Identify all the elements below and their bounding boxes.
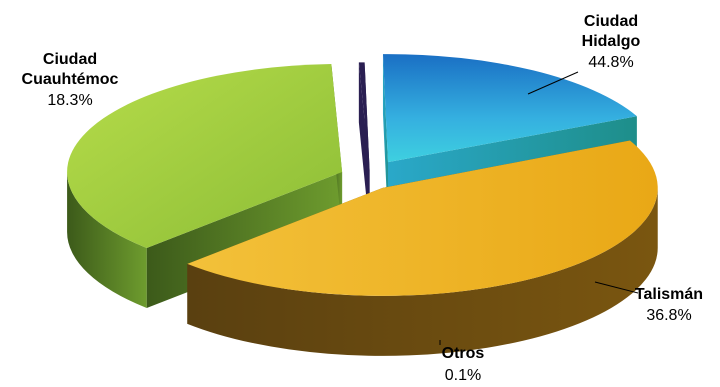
slice-side-ciudad-hidalgo-0	[187, 187, 658, 356]
slice-value-ciudad-hidalgo: 44.8%	[588, 54, 633, 71]
slice-label-ciudad-hidalgo-line2: Hidalgo	[582, 33, 641, 50]
slice-label-ciudad-cuauhtemoc-line2: Cuauhtémoc	[22, 71, 119, 88]
slice-value-ciudad-cuauhtemoc: 18.3%	[47, 92, 92, 109]
leader-line-talisman	[594, 281, 639, 294]
slice-label-ciudad-cuauhtemoc-line1: Ciudad	[43, 51, 97, 68]
slice-edge-ciudad-cuauhtemoc-start	[382, 54, 388, 223]
slice-ciudad-hidalgo	[187, 140, 658, 296]
slice-label-otros: Otros	[442, 345, 485, 362]
slice-value-otros: 0.1%	[445, 367, 481, 384]
slice-edge-otros-start	[358, 62, 370, 231]
slice-otros	[358, 62, 370, 171]
leader-line-ciudad-hidalgo	[527, 71, 579, 95]
slice-talisman	[67, 64, 343, 248]
slice-label-talisman: Talismán	[635, 286, 703, 303]
slice-side-talisman-0	[67, 171, 147, 308]
slice-label-ciudad-hidalgo-line1: Ciudad	[584, 13, 638, 30]
slice-value-talisman: 36.8%	[646, 307, 691, 324]
slice-ciudad-cuauhtemoc	[382, 54, 637, 163]
